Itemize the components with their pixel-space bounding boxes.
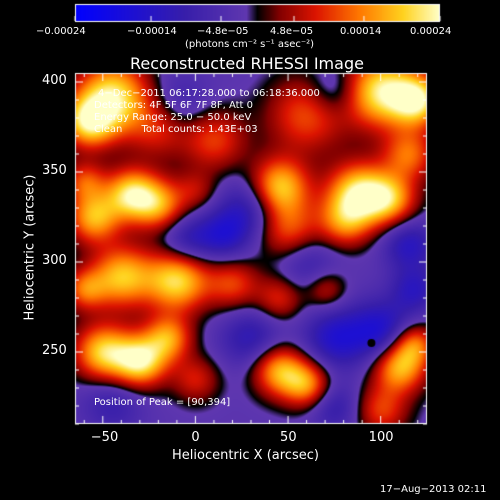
y-axis-title: Heliocentric Y (arcsec) (22, 174, 38, 321)
colorbar-tick-label: −0.00014 (127, 26, 177, 37)
footer-date: 17−Aug−2013 02:11 (380, 484, 487, 495)
y-tick-label: 300 (42, 253, 67, 268)
annotation-energy-range: Energy Range: 25.0 − 50.0 keV (94, 112, 252, 123)
chart-title: Reconstructed RHESSI Image (130, 54, 364, 73)
y-tick-label: 250 (42, 343, 67, 358)
colorbar-tick-label: 0.00024 (410, 26, 452, 37)
annotation-clean-counts: Clean Total counts: 1.43E+03 (94, 124, 258, 135)
annotation-time-range: 4−Dec−2011 06:17:28.000 to 06:18:36.000 (98, 88, 320, 99)
x-tick-label: 0 (191, 430, 200, 445)
x-tick-label: 50 (280, 430, 297, 445)
annotation-detectors: Detectors: 4F 5F 6F 7F 8F, Att 0 (94, 100, 254, 111)
colorbar-units-label: (photons cm⁻² s⁻¹ asec⁻²) (185, 39, 315, 50)
annotation-peak-position: Position of Peak = [90,394] (94, 397, 231, 408)
colorbar-tick-label: −0.00024 (36, 26, 86, 37)
colorbar-tick-label: 4.8e−05 (270, 26, 314, 37)
colorbar-tick-label: 0.00014 (339, 26, 382, 37)
colorbar-tick-label: −4.8e−05 (197, 26, 249, 37)
y-tick-label: 400 (42, 73, 67, 88)
y-tick-label: 350 (42, 163, 67, 178)
x-tick-label: 100 (368, 430, 394, 445)
x-axis-title: Heliocentric X (arcsec) (172, 448, 319, 463)
x-tick-label: −50 (90, 430, 119, 445)
